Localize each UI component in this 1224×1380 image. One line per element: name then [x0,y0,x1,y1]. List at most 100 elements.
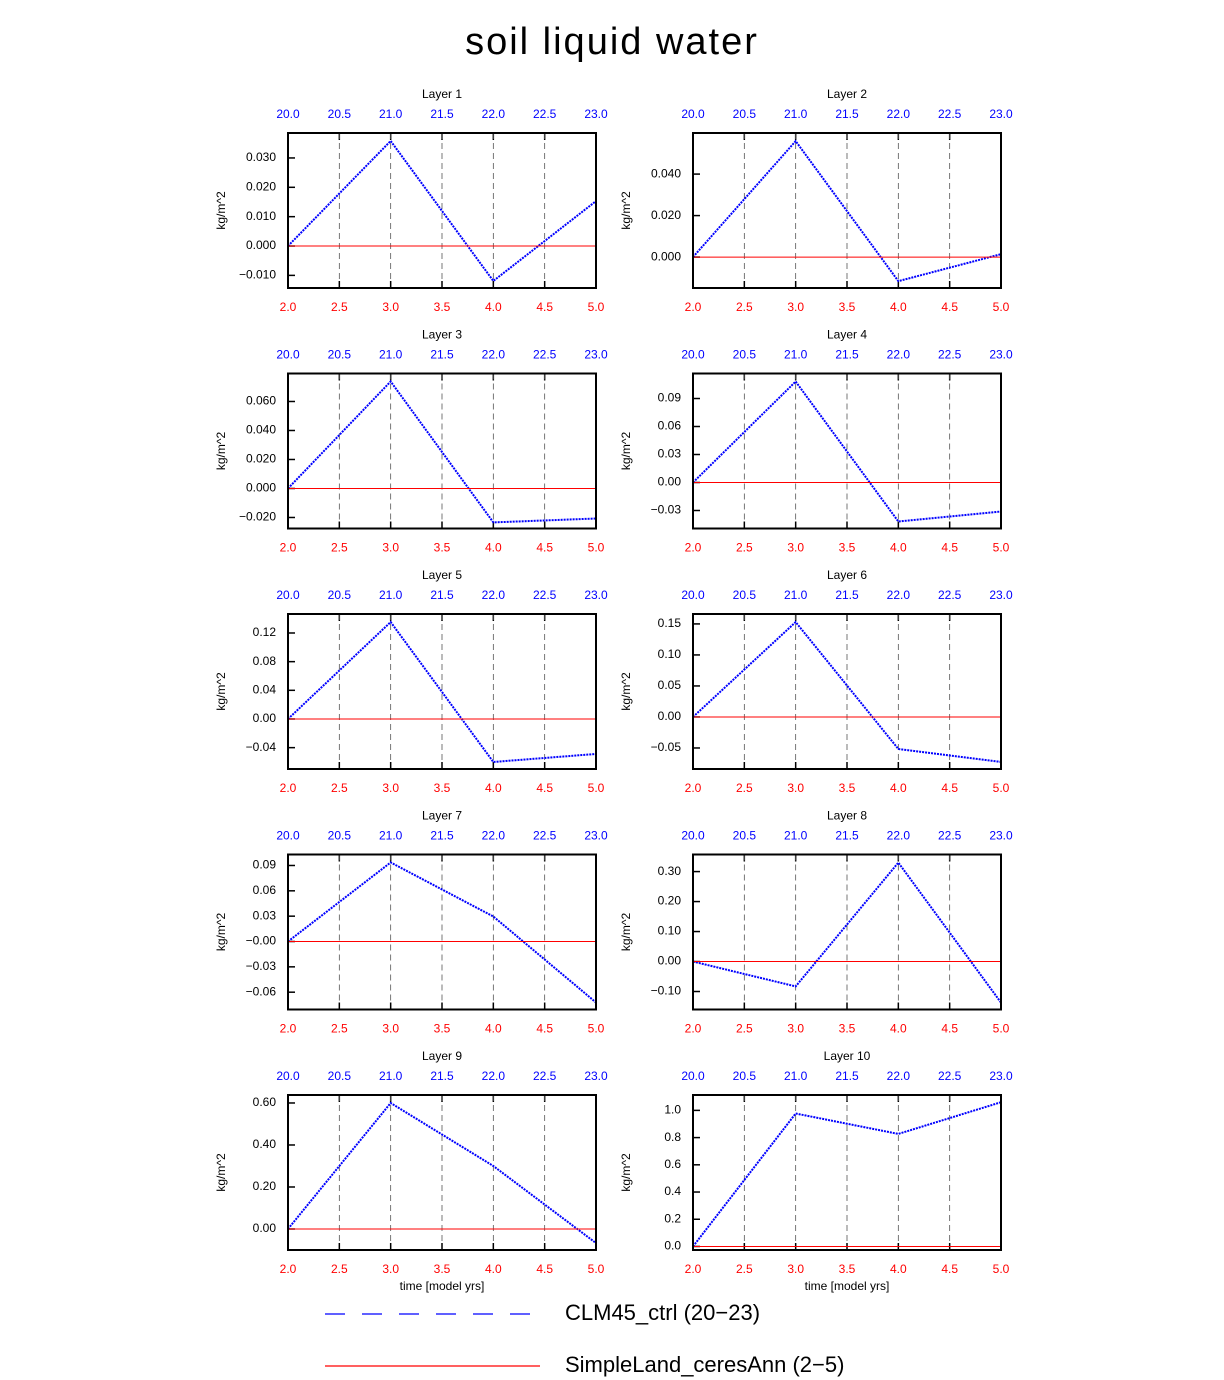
x-tick-label: 3.5 [434,1262,451,1276]
y-tick-label: 0.8 [664,1130,681,1144]
y-axis-label: kg/m^2 [214,1153,228,1192]
x-tick-label: 2.5 [736,781,753,795]
x2-tick-label: 20.5 [328,1069,352,1083]
y-tick-label: 0.000 [246,481,276,495]
panel-title: Layer 7 [422,809,462,823]
x-tick-label: 4.5 [536,300,553,314]
x-tick-label: 2.5 [331,1262,348,1276]
x-tick-label: 4.0 [890,1022,907,1036]
x2-tick-label: 20.0 [276,829,300,843]
panel: Layer 1 20.0 20.5 21.0 21.5 22.0 22.5 23.0 2.0 2.… [214,87,608,314]
x-tick-label: 4.0 [485,300,502,314]
x-tick-label: 3.5 [839,1022,856,1036]
x2-tick-label: 21.0 [784,829,808,843]
x2-tick-label: 22.5 [533,829,557,843]
y-tick-label: −0.05 [651,740,682,754]
series-line [692,380,1002,523]
y-axis-label: kg/m^2 [619,672,633,711]
x-tick-label: 4.0 [485,1022,502,1036]
x2-tick-label: 21.5 [835,1069,859,1083]
x-tick-label: 4.0 [485,1262,502,1276]
y-axis-label: kg/m^2 [214,432,228,471]
x-tick-label: 2.0 [280,541,297,555]
panel: Layer 10 20.0 20.5 21.0 21.5 22.0 22.5 23.0 2.0 2… [619,1049,1013,1293]
x-tick-label: 5.0 [993,300,1010,314]
x2-tick-label: 20.5 [733,588,757,602]
y-axis-label: kg/m^2 [619,1153,633,1192]
panel: Layer 9 20.0 20.5 21.0 21.5 22.0 22.5 23.0 2.0 2.… [214,1049,608,1293]
x-tick-label: 2.0 [280,1262,297,1276]
series-line [692,139,1002,283]
x2-tick-label: 20.5 [733,107,757,121]
x-tick-label: 4.0 [890,1262,907,1276]
x2-tick-label: 20.0 [681,348,705,362]
series-line [692,620,1002,763]
y-tick-label: 0.040 [246,423,276,437]
panel: Layer 5 20.0 20.5 21.0 21.5 22.0 22.5 23.0 2.0 2.… [214,568,608,795]
x-tick-label: 2.0 [685,1262,702,1276]
y-tick-label: 0.2 [664,1211,681,1225]
x2-tick-label: 20.0 [681,1069,705,1083]
series-line [692,1101,1002,1248]
y-tick-label: 0.060 [246,394,276,408]
x2-tick-label: 20.5 [328,107,352,121]
x2-tick-label: 20.0 [681,829,705,843]
x2-tick-label: 23.0 [989,1069,1013,1083]
plot-frame [287,853,597,1011]
x-tick-label: 3.0 [787,300,804,314]
x-tick-label: 3.0 [787,781,804,795]
x-tick-label: 5.0 [588,1022,605,1036]
x-tick-label: 4.5 [536,1262,553,1276]
panel-title: Layer 4 [827,328,867,342]
x2-tick-label: 22.0 [887,107,911,121]
panel-title: Layer 3 [422,328,462,342]
panel: Layer 3 20.0 20.5 21.0 21.5 22.0 22.5 23.0 2.0 2.… [214,328,608,555]
y-tick-label: −0.00 [246,934,277,948]
y-tick-label: 0.4 [664,1184,681,1198]
x-tick-label: 3.0 [787,1262,804,1276]
panel-title: Layer 10 [824,1049,871,1063]
panel-title: Layer 1 [422,87,462,101]
x-tick-label: 4.0 [485,541,502,555]
y-tick-label: −0.10 [651,984,682,998]
y-tick-label: 0.40 [253,1137,277,1151]
panel-title: Layer 5 [422,568,462,582]
panel-title: Layer 6 [827,568,867,582]
plot-frame [692,853,1002,1011]
y-tick-label: −0.020 [239,510,276,524]
x-tick-label: 3.0 [382,300,399,314]
x-tick-label: 2.5 [736,1022,753,1036]
plot-frame [692,372,1002,530]
x2-tick-label: 21.5 [430,348,454,362]
x2-tick-label: 22.5 [938,1069,962,1083]
x-tick-label: 4.5 [941,1262,958,1276]
x-tick-label: 3.0 [382,781,399,795]
y-tick-label: 0.0 [664,1239,681,1253]
x2-tick-label: 21.5 [835,107,859,121]
series-line [287,861,597,1004]
x-tick-label: 4.5 [941,300,958,314]
x-tick-label: 2.5 [331,300,348,314]
y-tick-label: 0.00 [658,709,682,723]
y-tick-label: 0.06 [253,883,277,897]
panel: Layer 8 20.0 20.5 21.0 21.5 22.0 22.5 23.0 2.0 2.… [619,809,1013,1036]
y-tick-label: 0.00 [658,954,682,968]
x-axis-label: time [model yrs] [400,1279,485,1293]
y-tick-label: 0.030 [246,150,276,164]
x2-tick-label: 21.0 [379,348,403,362]
x-tick-label: 3.5 [839,300,856,314]
x2-tick-label: 23.0 [989,107,1013,121]
x2-tick-label: 21.0 [784,1069,808,1083]
x2-tick-label: 23.0 [584,588,608,602]
y-axis-label: kg/m^2 [619,432,633,471]
y-tick-label: −0.03 [651,503,682,517]
series-line [287,620,597,764]
x2-tick-label: 21.5 [430,1069,454,1083]
x-tick-label: 2.0 [685,781,702,795]
x-tick-label: 4.5 [536,781,553,795]
x2-tick-label: 20.0 [276,107,300,121]
y-tick-label: 0.000 [651,249,681,263]
y-axis-label: kg/m^2 [619,913,633,952]
x-tick-label: 5.0 [588,541,605,555]
